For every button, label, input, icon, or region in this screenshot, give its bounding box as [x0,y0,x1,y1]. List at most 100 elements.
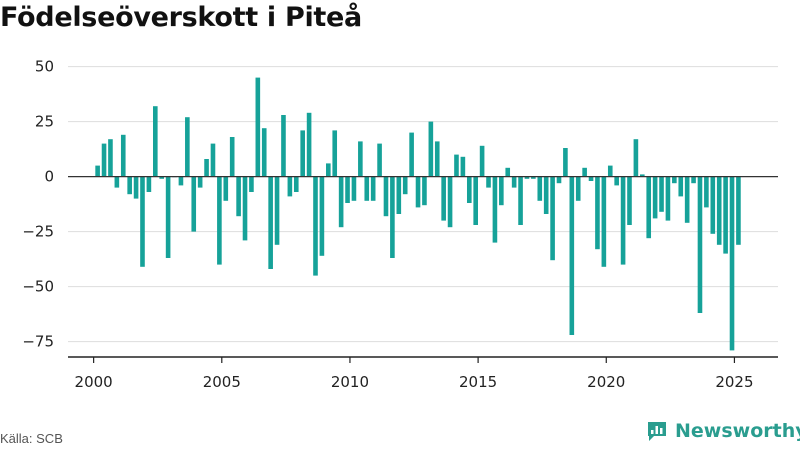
bar [383,176,389,217]
bar [627,176,632,225]
y-tick-label: −25 [22,223,54,241]
bar [146,176,152,192]
bar [377,143,382,177]
bar [326,163,331,177]
bar [556,176,562,184]
bar [640,174,645,177]
bar [652,176,658,219]
bar [563,148,568,177]
bar [543,176,549,214]
bar [499,176,504,206]
bar [447,176,453,228]
bar [313,176,318,276]
bar [165,176,171,258]
bar [492,176,498,243]
bar [210,143,216,177]
bar [396,176,402,214]
bar [428,121,434,177]
bar [434,141,440,177]
bar [620,176,626,265]
bar [518,176,523,225]
bar [595,176,600,250]
bar [441,176,446,221]
axis-ticks: 50 25 0 −25 −50 −75 2000 2005 2010 2015 2020 2025 [22,58,753,391]
bar [697,176,703,313]
bar [108,139,113,177]
bar [531,176,536,179]
bar [114,176,120,188]
bar [665,176,671,221]
y-tick-label: 0 [44,168,54,186]
bar [678,176,684,197]
bar [197,176,203,188]
bar [646,176,652,239]
bar [460,156,466,177]
bar [364,176,370,201]
bar [729,176,735,351]
bar [268,176,273,269]
bar [332,130,338,177]
bar [486,176,491,188]
bar [229,137,235,177]
bar [319,176,325,256]
bar [153,106,158,177]
x-tick-label: 2015 [459,373,497,391]
bar [588,176,594,181]
bar [274,176,280,245]
bar [191,176,197,232]
x-tick-label: 2000 [75,373,113,391]
bar [422,176,427,206]
bar [351,176,357,201]
bar [185,117,190,177]
bar [716,176,722,245]
bar [127,176,132,195]
brand-name: Newsworthy [675,420,800,442]
bar [601,176,607,267]
bar [300,130,305,177]
bars [95,77,741,351]
chart-title: Födelseöverskott i Piteå [0,2,362,33]
y-tick-label: 25 [35,113,54,131]
x-tick-label: 2020 [587,373,625,391]
newsworthy-brand[interactable]: Newsworthy [645,419,800,443]
bar [736,176,741,245]
x-tick-label: 2025 [715,373,753,391]
bar [204,159,209,177]
bar [473,176,478,225]
bar [370,176,376,201]
bar [255,77,261,177]
bar [293,176,299,192]
bar [133,176,139,199]
bar [684,176,690,223]
bar [479,145,485,177]
x-tick-label: 2005 [203,373,241,391]
bar [710,176,716,234]
y-tick-label: 50 [35,58,54,76]
bar [236,176,241,217]
y-tick-label: −50 [22,278,54,296]
bar [249,176,254,192]
bar [281,115,286,177]
bar [287,176,293,197]
bar [614,176,619,186]
bar [537,176,543,201]
bar [358,141,363,177]
bar [338,176,344,228]
bar [466,176,472,203]
bar [101,143,107,177]
bar [511,176,517,188]
bar [409,132,414,177]
bar [569,176,575,335]
bar [505,167,511,177]
bar [345,176,350,203]
y-tick-label: −75 [22,333,54,351]
bar [415,176,421,208]
bar [659,176,664,212]
bar [607,165,613,177]
bar [261,128,267,177]
x-tick-label: 2010 [331,373,369,391]
bar [672,176,677,184]
bar [223,176,229,201]
bar [178,176,184,186]
